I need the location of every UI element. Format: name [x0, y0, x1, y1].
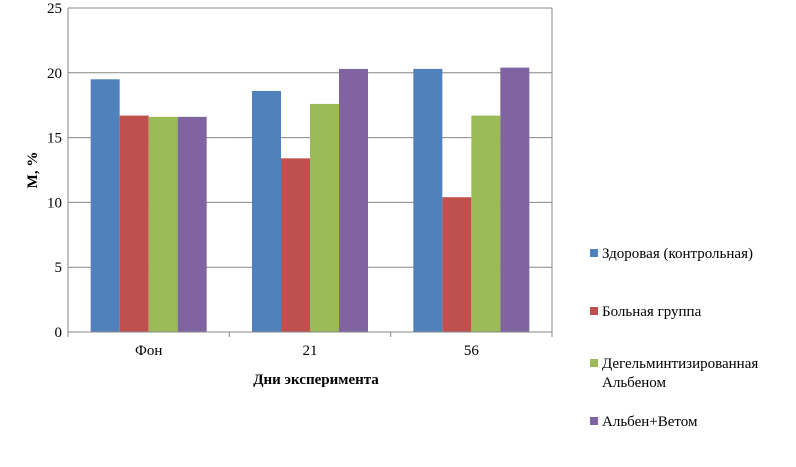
x-tick-labels: Фон 21 56 [135, 343, 479, 359]
legend-swatch [590, 359, 598, 367]
legend: Здоровая (контрольная) Больная группа Деге… [590, 246, 758, 430]
bar [177, 116, 207, 332]
bar [471, 115, 501, 333]
x-tick-label: 56 [464, 343, 480, 359]
bars [90, 67, 530, 333]
bar [119, 115, 149, 333]
bar [90, 79, 120, 332]
legend-label: Больная группа [602, 304, 702, 320]
bar [148, 116, 178, 332]
legend-label: Дегельминтизированная Альбеном [602, 356, 758, 391]
bar [310, 103, 339, 333]
y-tick-label: 15 [47, 131, 62, 147]
bar [442, 197, 472, 332]
y-tick-label: 0 [55, 325, 63, 341]
legend-label: Альбен+Ветом [602, 414, 698, 430]
bar [252, 90, 281, 332]
y-tick-label: 25 [47, 1, 62, 17]
legend-swatch [590, 417, 598, 425]
y-tick-label: 5 [55, 260, 63, 276]
x-tick-label: Фон [135, 343, 162, 359]
bar [500, 67, 530, 332]
legend-swatch [590, 249, 598, 257]
y-axis-title: М, % [25, 152, 41, 189]
y-tick-labels: 0 5 10 15 20 25 [47, 1, 62, 341]
x-tick-label: 21 [303, 343, 318, 359]
y-tick-label: 10 [47, 195, 62, 211]
bar [339, 68, 368, 333]
x-axis-title: Дни эксперимента [253, 372, 379, 388]
y-tick-label: 20 [47, 66, 62, 82]
bar [413, 68, 443, 333]
axes [67, 8, 553, 337]
legend-label: Здоровая (контрольная) [602, 246, 753, 262]
legend-swatch [590, 307, 598, 315]
bar [281, 158, 310, 332]
